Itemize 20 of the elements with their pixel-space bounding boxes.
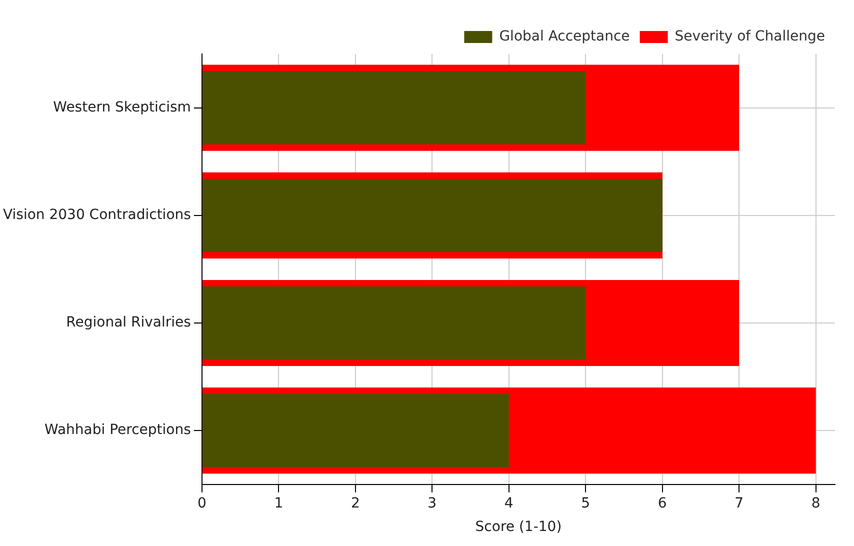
y-tick-label: Vision 2030 Contradictions bbox=[2, 207, 191, 224]
x-tick-label: 7 bbox=[734, 495, 744, 512]
x-tick-label: 2 bbox=[350, 495, 360, 512]
bar bbox=[202, 71, 586, 144]
legend-label: Severity of Challenge bbox=[674, 28, 826, 45]
bar bbox=[202, 178, 662, 252]
bar bbox=[202, 394, 509, 468]
bar bbox=[202, 286, 586, 360]
x-tick-label: 5 bbox=[581, 495, 590, 512]
x-tick-label: 3 bbox=[428, 495, 437, 512]
x-tick-label: 6 bbox=[658, 495, 667, 512]
y-tick-label: Regional Rivalries bbox=[66, 314, 191, 331]
x-axis-title: Score (1-10) bbox=[475, 519, 562, 536]
y-tick-label: Wahhabi Perceptions bbox=[44, 422, 191, 438]
legend-label: Global Acceptance bbox=[499, 28, 630, 45]
x-tick-label: 4 bbox=[504, 495, 514, 512]
x-tick-label: 0 bbox=[197, 495, 206, 512]
y-tick-label: Western Skepticism bbox=[53, 99, 191, 116]
x-tick-label: 1 bbox=[274, 495, 284, 512]
x-tick-label: 8 bbox=[811, 495, 820, 512]
